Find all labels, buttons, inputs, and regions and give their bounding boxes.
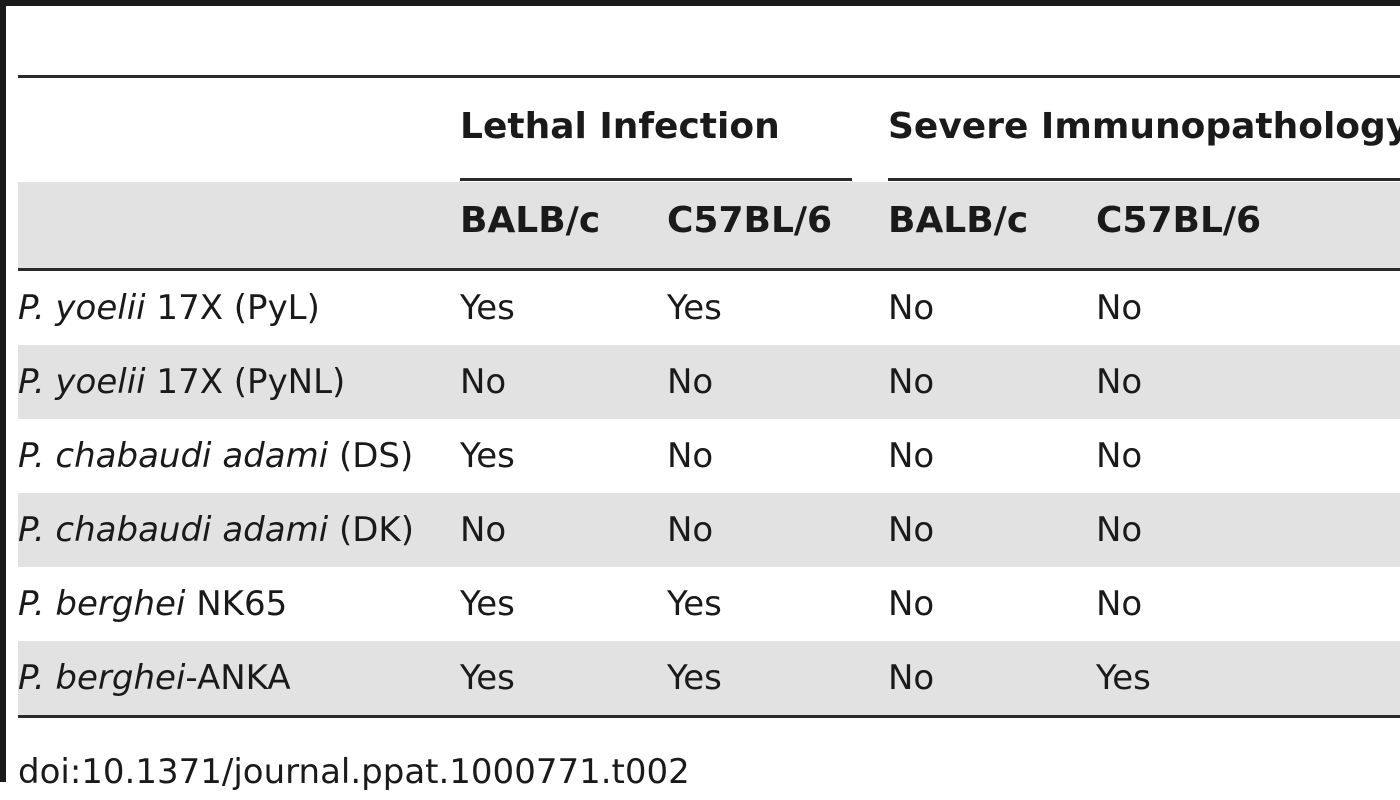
top-border-rule bbox=[0, 0, 1400, 6]
table-row: P. yoelii 17X (PyNL) No No No No bbox=[18, 345, 1400, 419]
column-header-balbc-lethal: BALB/c bbox=[460, 200, 601, 241]
row-label: P. berghei-ANKA bbox=[18, 658, 291, 698]
group-header-row: Lethal Infection Severe Immunopathology bbox=[18, 78, 1400, 182]
cell-balbc-lethal: Yes bbox=[460, 658, 515, 698]
species-name: P. chabaudi adami bbox=[18, 436, 329, 476]
data-table: Lethal Infection Severe Immunopathology … bbox=[18, 75, 1400, 718]
table-top-rule bbox=[18, 75, 1400, 78]
cell-balbc-lethal: Yes bbox=[460, 436, 515, 476]
cell-c57bl6-lethal: Yes bbox=[667, 584, 722, 624]
table-row: P. yoelii 17X (PyL) Yes Yes No No bbox=[18, 271, 1400, 345]
row-label: P. chabaudi adami (DS) bbox=[18, 436, 413, 476]
cell-balbc-immuno: No bbox=[888, 436, 935, 476]
group-underline-severe-immunopathology bbox=[888, 178, 1400, 181]
cell-balbc-lethal: Yes bbox=[460, 288, 515, 328]
group-header-lethal-infection: Lethal Infection bbox=[460, 106, 780, 147]
cell-balbc-lethal: No bbox=[460, 362, 507, 402]
cell-c57bl6-immuno: No bbox=[1096, 584, 1143, 624]
cell-balbc-immuno: No bbox=[888, 510, 935, 550]
strain-suffix: 17X (PyNL) bbox=[145, 362, 346, 402]
table-row: P. chabaudi adami (DS) Yes No No No bbox=[18, 419, 1400, 493]
table-bottom-rule bbox=[18, 715, 1400, 718]
cell-c57bl6-lethal: No bbox=[667, 362, 714, 402]
table-row: P. berghei NK65 Yes Yes No No bbox=[18, 567, 1400, 641]
cell-balbc-immuno: No bbox=[888, 584, 935, 624]
cell-c57bl6-lethal: No bbox=[667, 510, 714, 550]
cell-c57bl6-immuno: No bbox=[1096, 510, 1143, 550]
strain-suffix: 17X (PyL) bbox=[145, 288, 320, 328]
column-header-c57bl6-lethal: C57BL/6 bbox=[667, 200, 833, 241]
cell-balbc-lethal: Yes bbox=[460, 584, 515, 624]
species-name: P. yoelii bbox=[18, 288, 146, 328]
strain-suffix: -ANKA bbox=[185, 658, 291, 698]
cell-c57bl6-immuno: No bbox=[1096, 288, 1143, 328]
cell-c57bl6-lethal: No bbox=[667, 436, 714, 476]
species-name: P. chabaudi adami bbox=[18, 510, 329, 550]
cell-balbc-immuno: No bbox=[888, 362, 935, 402]
row-label: P. yoelii 17X (PyL) bbox=[18, 288, 320, 328]
cell-c57bl6-lethal: Yes bbox=[667, 288, 722, 328]
header-bottom-rule bbox=[18, 268, 1400, 271]
table-row: P. berghei-ANKA Yes Yes No Yes bbox=[18, 641, 1400, 715]
cell-c57bl6-immuno: No bbox=[1096, 436, 1143, 476]
species-name: P. berghei bbox=[18, 584, 186, 624]
strain-suffix: NK65 bbox=[185, 584, 288, 624]
cell-c57bl6-lethal: Yes bbox=[667, 658, 722, 698]
strain-suffix: (DS) bbox=[328, 436, 414, 476]
row-label: P. yoelii 17X (PyNL) bbox=[18, 362, 345, 402]
column-header-c57bl6-immuno: C57BL/6 bbox=[1096, 200, 1262, 241]
doi-caption: doi:10.1371/journal.ppat.1000771.t002 bbox=[18, 752, 690, 792]
row-label: P. berghei NK65 bbox=[18, 584, 287, 624]
strain-header-row: BALB/c C57BL/6 BALB/c C57BL/6 bbox=[18, 182, 1400, 268]
cell-balbc-immuno: No bbox=[888, 288, 935, 328]
group-header-severe-immunopathology: Severe Immunopathology bbox=[888, 106, 1400, 147]
strain-suffix: (DK) bbox=[328, 510, 414, 550]
species-name: P. yoelii bbox=[18, 362, 146, 402]
cell-c57bl6-immuno: Yes bbox=[1096, 658, 1151, 698]
table-row: P. chabaudi adami (DK) No No No No bbox=[18, 493, 1400, 567]
group-underline-lethal-infection bbox=[460, 178, 852, 181]
species-name: P. berghei bbox=[18, 658, 186, 698]
column-header-balbc-immuno: BALB/c bbox=[888, 200, 1029, 241]
cell-balbc-lethal: No bbox=[460, 510, 507, 550]
left-border-rule bbox=[0, 0, 6, 782]
cell-balbc-immuno: No bbox=[888, 658, 935, 698]
row-label: P. chabaudi adami (DK) bbox=[18, 510, 414, 550]
cell-c57bl6-immuno: No bbox=[1096, 362, 1143, 402]
